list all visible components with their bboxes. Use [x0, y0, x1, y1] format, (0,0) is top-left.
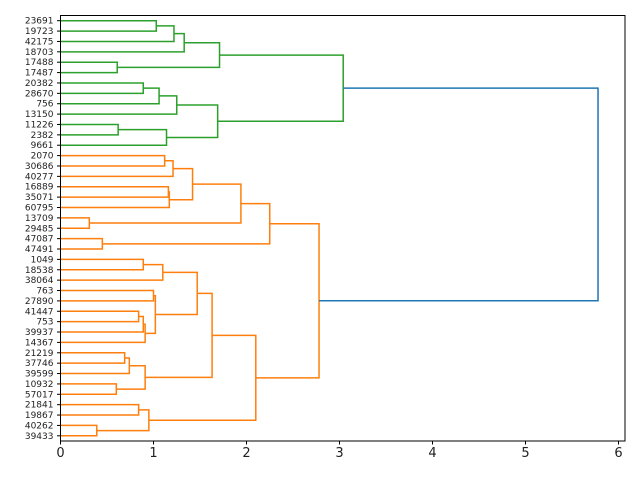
- dendrogram-link-o10: [255, 222, 320, 379]
- dendrogram-link-C: [60, 32, 185, 53]
- dendrogram-link-o7: [89, 183, 242, 224]
- leaf-label: 13150: [25, 110, 54, 120]
- leaf-label: 41447: [25, 307, 54, 317]
- dendrogram-link-q5: [145, 292, 213, 379]
- leaf-label: 753: [36, 318, 53, 328]
- dendrogram-link-J: [60, 128, 168, 146]
- dendrogram-link-p2: [60, 263, 164, 281]
- x-tick-label: 3: [335, 446, 343, 461]
- dendrogram-link-I: [60, 123, 119, 136]
- leaf-label: 38064: [25, 276, 54, 286]
- dendrogram-link-p4: [60, 310, 140, 323]
- dendrogram-link-q4: [116, 365, 146, 390]
- dendrogram-link-K: [166, 104, 219, 139]
- x-tick-label: 4: [428, 446, 436, 461]
- dendrogram-link-o1: [60, 154, 166, 167]
- dendrogram-link-r3: [96, 409, 150, 432]
- x-tick-label: 1: [149, 446, 157, 461]
- leaf-label: 30686: [25, 162, 54, 172]
- leaf-label: 29485: [25, 224, 54, 234]
- leaf-label: 23691: [25, 17, 54, 27]
- leaf-label: 28670: [25, 89, 54, 99]
- leaf-label: 47491: [25, 245, 54, 255]
- x-tick-label: 5: [521, 446, 529, 461]
- dendrogram-link-D: [60, 61, 118, 74]
- leaf-label: 16889: [25, 183, 54, 193]
- leaf-label: 2382: [31, 131, 54, 141]
- leaf-label: 27890: [25, 297, 54, 307]
- leaf-label: 11226: [25, 120, 54, 130]
- leaf-label: 21219: [25, 349, 54, 359]
- dendrogram-link-p3: [60, 289, 155, 302]
- leaf-labels: 2369119723421751870317488174872038228670…: [25, 17, 61, 442]
- x-tick-label: 0: [56, 446, 64, 461]
- leaf-label: 40262: [25, 421, 54, 431]
- dendrogram-link-o6: [60, 217, 91, 229]
- dendrogram-link-A: [60, 19, 158, 32]
- x-axis-ticks: 0 1 2 3 4 5 6: [56, 441, 623, 461]
- leaf-label: 1049: [31, 255, 54, 265]
- dendrogram-link-p6: [60, 323, 146, 344]
- dendrogram-link-q1: [60, 352, 126, 364]
- leaf-label: 39937: [25, 328, 54, 338]
- leaf-label: 14367: [25, 338, 54, 348]
- leaf-label: 35071: [25, 193, 54, 203]
- dendrogram-link-o9: [102, 202, 271, 245]
- leaf-label: 19723: [25, 27, 54, 37]
- dendrogram-link-G: [60, 87, 160, 105]
- dendrogram-link-q2: [60, 357, 131, 375]
- leaf-label: 756: [36, 100, 53, 110]
- dendrogram-link-o8: [60, 237, 104, 250]
- dendrogram-link-p5: [60, 315, 145, 333]
- leaf-label: 42175: [25, 37, 54, 47]
- leaf-label: 20382: [25, 79, 54, 89]
- leaf-label: 13709: [25, 214, 54, 224]
- leaf-label: 17488: [25, 58, 54, 68]
- leaf-label: 10932: [25, 380, 54, 390]
- dendrogram-link-o2: [60, 160, 174, 178]
- leaf-label: 37746: [25, 359, 54, 369]
- dendrogram-link-p8: [155, 271, 198, 316]
- leaf-label: 57017: [25, 390, 54, 400]
- leaf-label: 763: [36, 287, 53, 297]
- leaf-label: 39433: [25, 432, 54, 442]
- dendrogram-links: [60, 19, 599, 437]
- leaf-label: 17487: [25, 69, 54, 79]
- leaf-label: 18538: [25, 266, 54, 276]
- dendrogram-link-o3: [60, 185, 170, 198]
- leaf-label: 60795: [25, 203, 54, 213]
- dendrogram-link-o4: [60, 191, 171, 209]
- leaf-label: 47087: [25, 235, 54, 245]
- dendrogram-link-L: [217, 54, 344, 122]
- leaf-label: 21841: [25, 401, 54, 411]
- leaf-label: 18703: [25, 48, 54, 58]
- dendrogram-link-p1: [60, 258, 145, 271]
- dendrogram-link-r1: [60, 403, 140, 416]
- leaf-label: 9661: [31, 141, 54, 151]
- dendrogram-link-F: [60, 82, 145, 95]
- leaf-label: 19867: [25, 411, 54, 421]
- dendrogram-link-q3: [60, 383, 118, 396]
- dendrogram-link-r2: [60, 424, 98, 437]
- dendrogram-link-root: [319, 87, 599, 302]
- leaf-label: 39599: [25, 370, 54, 380]
- x-tick-label: 2: [242, 446, 250, 461]
- dendrogram-link-E: [117, 41, 221, 69]
- leaf-label: 40277: [25, 172, 54, 182]
- x-tick-label: 6: [614, 446, 622, 461]
- dendrogram-link-p7: [145, 294, 157, 335]
- leaf-label: 2070: [31, 152, 54, 162]
